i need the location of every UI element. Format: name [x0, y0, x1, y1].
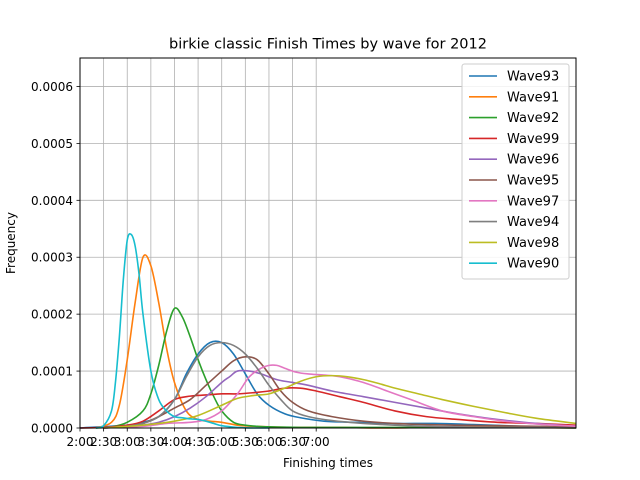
x-tick-label: 4:00 [161, 435, 188, 449]
y-tick-label: 0.0000 [31, 422, 73, 436]
legend-label: Wave93 [507, 70, 559, 85]
x-tick-label: 4:30 [185, 435, 212, 449]
y-tick-label: 0.0004 [31, 194, 73, 208]
legend-label: Wave92 [507, 111, 559, 126]
x-axis: 2:002:303:003:304:004:305:005:306:006:30… [67, 428, 330, 449]
x-tick-label: 2:00 [67, 435, 94, 449]
chart-title: birkie classic Finish Times by wave for … [169, 37, 487, 53]
legend-label: Wave97 [507, 194, 559, 209]
y-axis: 0.0000 0.0001 0.0002 0.0003 0.0004 0.0005 0.00… [31, 80, 80, 436]
x-tick-label: 2:30 [90, 435, 117, 449]
series-line-wave98 [103, 374, 577, 429]
series-line-wave97 [103, 364, 577, 429]
legend-label: Wave91 [507, 90, 559, 105]
y-tick-label: 0.0005 [31, 137, 73, 151]
x-tick-label: 5:00 [208, 435, 235, 449]
series-line-wave99 [79, 386, 577, 429]
y-tick-label: 0.0006 [31, 80, 73, 94]
grid-lines [79, 58, 576, 429]
legend-label: Wave98 [507, 236, 559, 251]
plot-frame [79, 57, 577, 429]
series-line-wave90 [95, 233, 269, 429]
legend-label: Wave94 [507, 215, 559, 230]
series-line-wave95 [103, 356, 577, 429]
legend-label: Wave90 [507, 257, 559, 272]
x-tick-label: 3:00 [114, 435, 141, 449]
x-tick-label: 6:30 [279, 435, 306, 449]
legend-label: Wave95 [507, 174, 559, 189]
y-tick-label: 0.0001 [31, 365, 73, 379]
x-axis-label: Finishing times [283, 456, 373, 470]
x-tick-label: 3:30 [137, 435, 164, 449]
legend: Wave93 Wave91 Wave92 Wave99 Wave96 Wave95 Wave… [461, 63, 570, 280]
x-tick-label: 5:30 [232, 435, 259, 449]
y-axis-label: Frequency [4, 212, 18, 274]
x-tick-label: 6:00 [255, 435, 282, 449]
x-tick-label: 7:00 [303, 435, 330, 449]
series-line-wave92 [95, 307, 577, 429]
y-tick-label: 0.0003 [31, 251, 73, 265]
legend-label: Wave96 [507, 153, 559, 168]
y-tick-label: 0.0002 [31, 308, 73, 322]
legend-label: Wave99 [507, 132, 559, 147]
series-line-wave94 [103, 341, 577, 429]
